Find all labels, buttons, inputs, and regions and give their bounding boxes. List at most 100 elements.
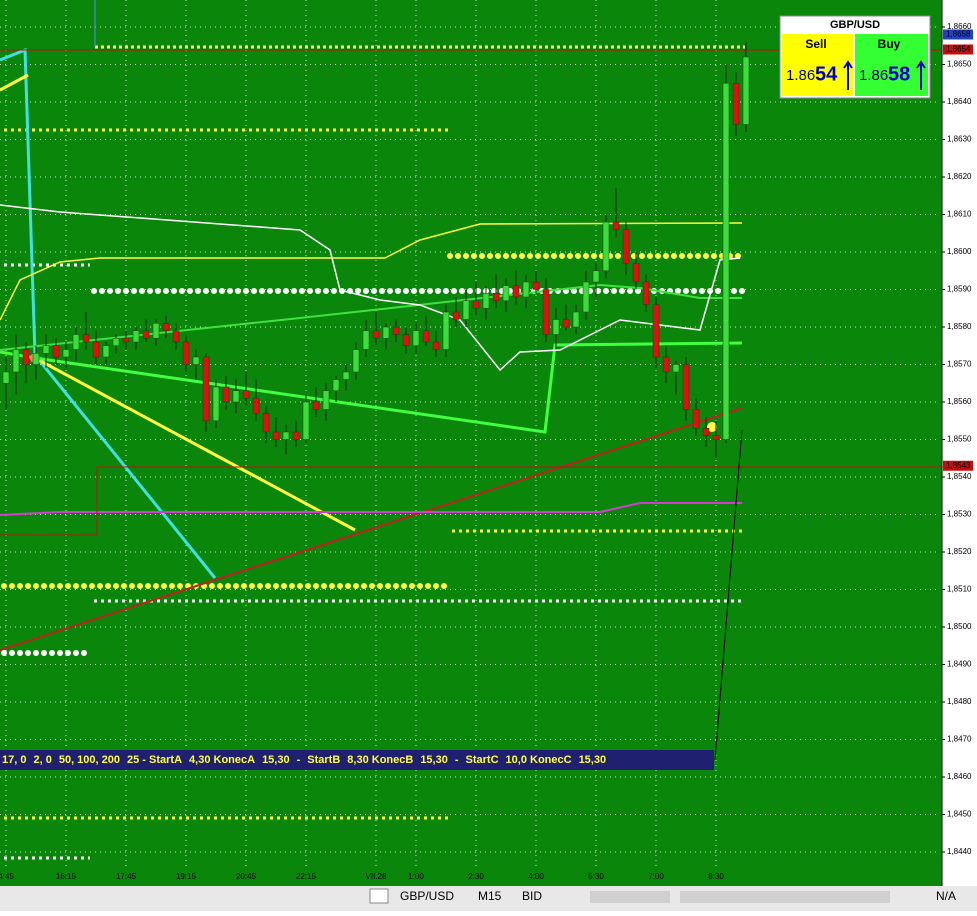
- candle-body: [722, 83, 730, 440]
- info-item: 2, 0: [33, 754, 51, 766]
- trend-line: [0, 73, 29, 92]
- candle-body: [182, 341, 190, 365]
- price-label-bg: [943, 460, 973, 471]
- info-item: 25 - StartA: [127, 754, 182, 766]
- candle-body: [372, 330, 380, 339]
- toolbar-symbol[interactable]: GBP/USD: [400, 889, 454, 903]
- x-tick-label: 4:00: [528, 872, 544, 881]
- candle-body: [12, 349, 20, 373]
- band-line: [0, 222, 743, 321]
- x-tick-label: 2:30: [468, 872, 484, 881]
- candle-body: [162, 323, 170, 331]
- candle-body: [332, 379, 340, 391]
- ticker-symbol: GBP/USD: [830, 19, 880, 31]
- candle-body: [592, 270, 600, 283]
- candle-body: [492, 293, 500, 301]
- candle-body: [312, 401, 320, 410]
- price-axis: [942, 0, 977, 886]
- sell-button[interactable]: [782, 34, 853, 96]
- band-line: [0, 502, 742, 516]
- candle-body: [352, 349, 360, 373]
- sell-label: Sell: [805, 37, 826, 51]
- x-tick-label: VII.28: [366, 872, 387, 881]
- info-item: StartB: [307, 754, 340, 766]
- x-tick-label: 5:30: [588, 872, 604, 881]
- y-tick-label: 1,8660: [947, 22, 972, 31]
- candle-body: [422, 330, 430, 343]
- line: [714, 429, 743, 761]
- price-label: 1,8658: [946, 30, 971, 39]
- x-tick-label: 16:15: [56, 872, 77, 881]
- candle-body: [152, 323, 160, 339]
- y-tick-label: 1,8460: [947, 772, 972, 781]
- y-tick-label: 1,8550: [947, 435, 972, 444]
- toolbar-price-type[interactable]: BID: [522, 889, 542, 903]
- candle-body: [362, 330, 370, 350]
- info-item: -: [297, 754, 301, 766]
- candle-body: [512, 285, 520, 298]
- candle-body: [112, 338, 120, 346]
- arrow-icon: [843, 60, 853, 90]
- y-tick-label: 1,8580: [947, 322, 972, 331]
- candle-body: [742, 56, 750, 125]
- candle-body: [552, 319, 560, 335]
- candle-body: [42, 345, 50, 354]
- candle-body: [382, 326, 390, 339]
- price-label: 1,8543: [946, 461, 971, 470]
- x-tick-label: 1:00: [408, 872, 424, 881]
- y-tick-label: 1,8590: [947, 285, 972, 294]
- candle-body: [302, 401, 310, 440]
- x-tick-label: 22:15: [296, 872, 317, 881]
- y-tick-label: 1,8640: [947, 97, 972, 106]
- candle-body: [252, 398, 260, 414]
- y-tick-label: 1,8530: [947, 510, 972, 519]
- candle-body: [232, 390, 240, 403]
- candle-body: [102, 345, 110, 358]
- plot-background: [0, 0, 942, 886]
- candle-body: [22, 349, 30, 365]
- buy-big: 1.86: [859, 67, 888, 84]
- toolbar-timeframe[interactable]: M15: [478, 889, 502, 903]
- x-tick-label: 19:15: [176, 872, 197, 881]
- y-tick-label: 1,8520: [947, 547, 972, 556]
- candle-body: [272, 431, 280, 440]
- y-tick-label: 1,8500: [947, 622, 972, 631]
- y-tick-label: 1,8570: [947, 360, 972, 369]
- candle-body: [582, 281, 590, 313]
- info-text: 17, 0 2, 0 50, 100, 200 25 - StartA 4,30 Kon…: [2, 754, 606, 766]
- scroll-button[interactable]: [369, 888, 389, 904]
- sell-big: 1.86: [786, 67, 815, 84]
- info-item: 15,30: [420, 754, 448, 766]
- toolbar-icons[interactable]: [680, 891, 890, 903]
- candle-body: [142, 330, 150, 339]
- info-item: 4,30 KonecA: [189, 754, 255, 766]
- y-tick-label: 1,8540: [947, 472, 972, 481]
- price-label-bg: [943, 29, 973, 40]
- candle-body: [132, 330, 140, 343]
- toolbar-status: N/A: [936, 889, 956, 903]
- candle-body: [212, 386, 220, 421]
- info-item: 8,30 KonecB: [347, 754, 413, 766]
- candle-body: [522, 281, 530, 298]
- info-bar: [0, 750, 714, 770]
- candle-body: [292, 431, 300, 440]
- candle-body: [732, 83, 740, 125]
- candle-body: [172, 330, 180, 343]
- candle-body: [412, 330, 420, 346]
- y-tick-label: 1,8630: [947, 135, 972, 144]
- info-item: StartC: [466, 754, 499, 766]
- trend-line: [34, 356, 356, 532]
- candle-body: [542, 289, 550, 335]
- x-tick-label: 20:45: [236, 872, 257, 881]
- ticker-widget: GBP/USD Sell Buy 1.86 54 1.86 58: [779, 15, 931, 99]
- candle-body: [192, 356, 200, 365]
- candle-body: [562, 319, 570, 328]
- buy-button[interactable]: [855, 34, 928, 96]
- candle-body: [502, 285, 510, 301]
- buy-label: Buy: [878, 37, 901, 51]
- toolbar-icons[interactable]: [590, 891, 670, 903]
- y-tick-label: 1,8610: [947, 210, 972, 219]
- y-tick-label: 1,8440: [947, 847, 972, 856]
- candle-body: [642, 281, 650, 305]
